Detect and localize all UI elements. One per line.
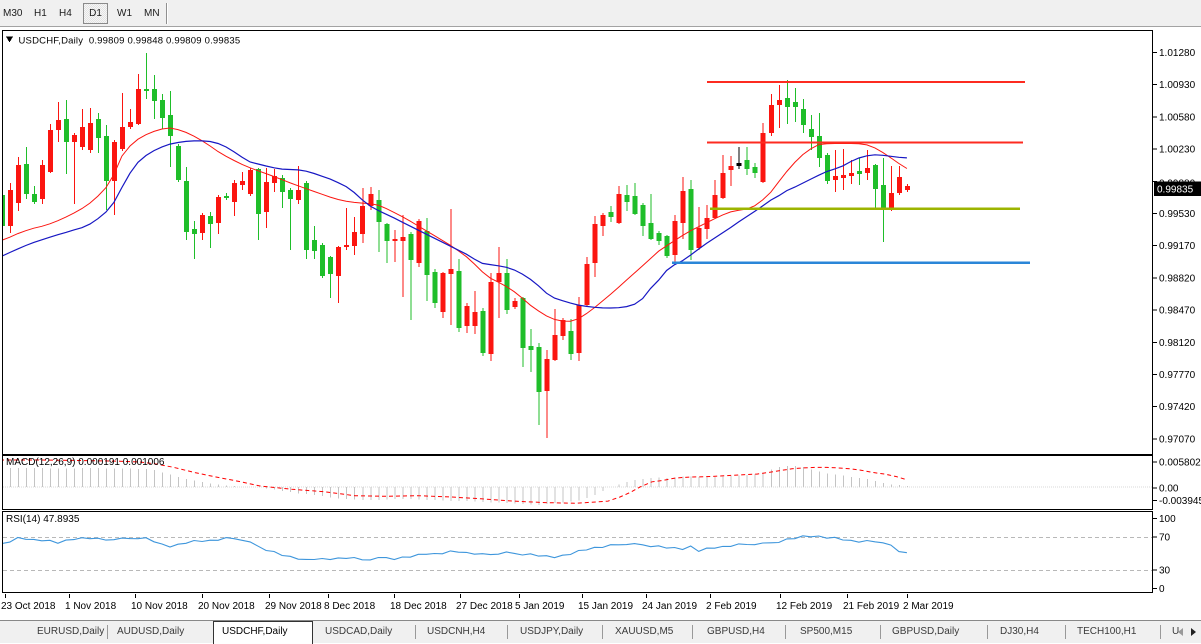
svg-text:10 Nov 2018: 10 Nov 2018 bbox=[131, 601, 188, 612]
svg-text:24 Jan 2019: 24 Jan 2019 bbox=[642, 601, 697, 612]
svg-text:70: 70 bbox=[1159, 533, 1171, 544]
svg-text:MACD(12,26,9) 0.000191 0.00100: MACD(12,26,9) 0.000191 0.001006 bbox=[6, 457, 165, 468]
svg-text:15 Jan 2019: 15 Jan 2019 bbox=[578, 601, 633, 612]
svg-text:0.99530: 0.99530 bbox=[1159, 209, 1196, 220]
svg-text:0: 0 bbox=[1159, 584, 1165, 595]
svg-text:0.97770: 0.97770 bbox=[1159, 370, 1196, 381]
svg-text:5 Jan 2019: 5 Jan 2019 bbox=[515, 601, 565, 612]
svg-text:20 Nov 2018: 20 Nov 2018 bbox=[198, 601, 255, 612]
svg-text:1.01280: 1.01280 bbox=[1159, 48, 1196, 59]
svg-text:1.00230: 1.00230 bbox=[1159, 145, 1196, 156]
svg-text:0.98120: 0.98120 bbox=[1159, 338, 1196, 349]
svg-text:12 Feb 2019: 12 Feb 2019 bbox=[776, 601, 833, 612]
svg-text:8 Dec 2018: 8 Dec 2018 bbox=[324, 601, 376, 612]
svg-text:100: 100 bbox=[1159, 514, 1176, 525]
svg-text:23 Oct 2018: 23 Oct 2018 bbox=[1, 601, 56, 612]
svg-text:1.00580: 1.00580 bbox=[1159, 112, 1196, 123]
svg-text:2 Feb 2019: 2 Feb 2019 bbox=[706, 601, 757, 612]
svg-text:0.00: 0.00 bbox=[1159, 484, 1179, 495]
svg-text:18 Dec 2018: 18 Dec 2018 bbox=[390, 601, 447, 612]
svg-text:RSI(14) 47.8935: RSI(14) 47.8935 bbox=[6, 514, 80, 525]
svg-text:USDCHF,Daily 0.99809 0.99848: USDCHF,Daily 0.99809 0.99848 0.99809 0.9… bbox=[19, 36, 241, 47]
svg-text:29 Nov 2018: 29 Nov 2018 bbox=[265, 601, 322, 612]
svg-text:21 Feb 2019: 21 Feb 2019 bbox=[843, 601, 900, 612]
svg-text:1.00930: 1.00930 bbox=[1159, 80, 1196, 91]
svg-text:0.97070: 0.97070 bbox=[1159, 434, 1196, 445]
svg-text:0.98820: 0.98820 bbox=[1159, 273, 1196, 284]
svg-text:30: 30 bbox=[1159, 566, 1171, 577]
svg-text:2 Mar 2019: 2 Mar 2019 bbox=[903, 601, 954, 612]
svg-text:1 Nov 2018: 1 Nov 2018 bbox=[65, 601, 117, 612]
svg-text:0.99170: 0.99170 bbox=[1159, 241, 1196, 252]
svg-text:0.97420: 0.97420 bbox=[1159, 402, 1196, 413]
svg-text:27 Dec 2018: 27 Dec 2018 bbox=[456, 601, 513, 612]
svg-text:0.99835: 0.99835 bbox=[1157, 185, 1194, 196]
svg-text:0.98470: 0.98470 bbox=[1159, 306, 1196, 317]
svg-text:0.005802: 0.005802 bbox=[1159, 458, 1201, 469]
svg-text:-0.003945: -0.003945 bbox=[1159, 496, 1201, 507]
